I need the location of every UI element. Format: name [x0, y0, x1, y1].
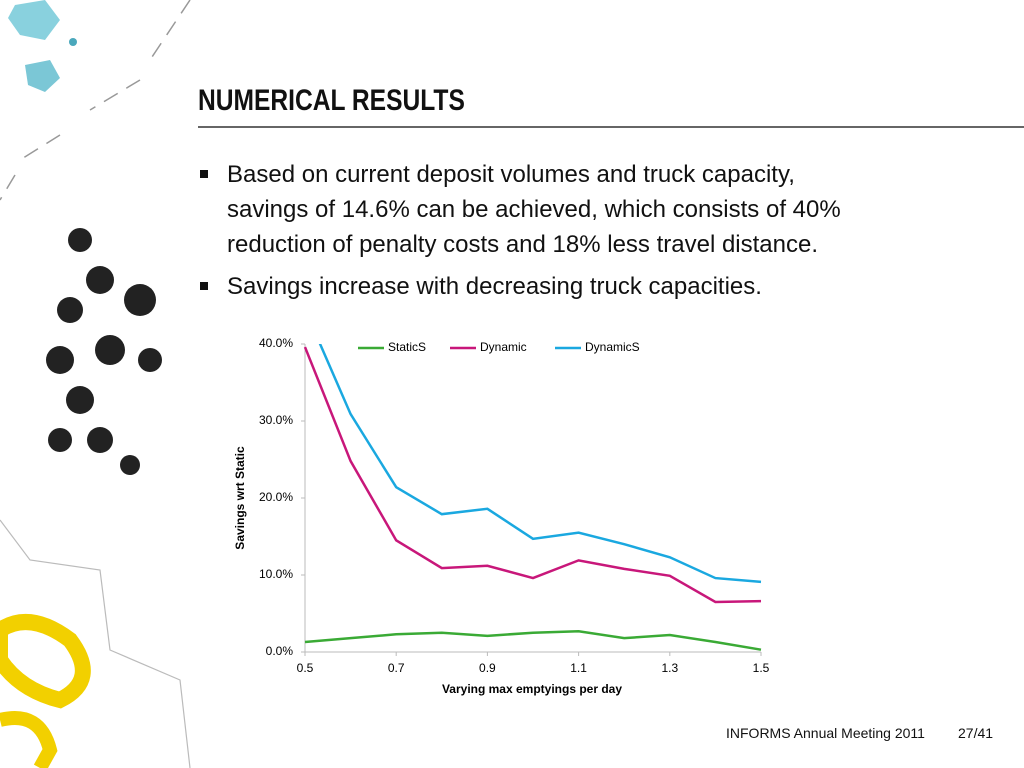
- page-number: 27/41: [958, 725, 993, 741]
- bullet-marker: [200, 282, 208, 290]
- x-tick-label: 1.5: [753, 661, 770, 675]
- x-tick-label: 1.1: [570, 661, 587, 675]
- y-tick-label: 0.0%: [266, 644, 294, 658]
- y-tick-label: 30.0%: [259, 413, 293, 427]
- footer: INFORMS Annual Meeting 2011: [726, 725, 925, 741]
- bullet-marker: [200, 170, 208, 178]
- bullet-text: reduction of penalty costs and 18% less …: [227, 231, 818, 258]
- x-tick-label: 0.5: [297, 661, 314, 675]
- series-line: [318, 344, 762, 584]
- x-tick-label: 0.9: [479, 661, 496, 675]
- series-line: [304, 629, 762, 651]
- legend-label: Dynamic: [480, 340, 527, 354]
- x-tick-label: 1.3: [661, 661, 678, 675]
- y-axis-label: Savings wrt Static: [233, 446, 247, 550]
- bullet-text: savings of 14.6% can be achieved, which …: [227, 196, 841, 223]
- slide-title: NUMERICAL RESULTS: [198, 83, 465, 117]
- x-axis-label: Varying max emptyings per day: [442, 682, 622, 696]
- y-tick-label: 10.0%: [259, 567, 293, 581]
- series-line: [303, 346, 762, 604]
- y-tick-label: 40.0%: [259, 336, 293, 350]
- y-tick-label: 20.0%: [259, 490, 293, 504]
- x-tick-label: 0.7: [388, 661, 405, 675]
- bullet-list: Based on current deposit volumes and tru…: [200, 161, 841, 300]
- decoration: [0, 0, 191, 768]
- bullet-text: Savings increase with decreasing truck c…: [227, 273, 762, 300]
- legend-label: StaticS: [388, 340, 426, 354]
- legend-label: DynamicS: [585, 340, 640, 354]
- bullet-text: Based on current deposit volumes and tru…: [227, 161, 795, 188]
